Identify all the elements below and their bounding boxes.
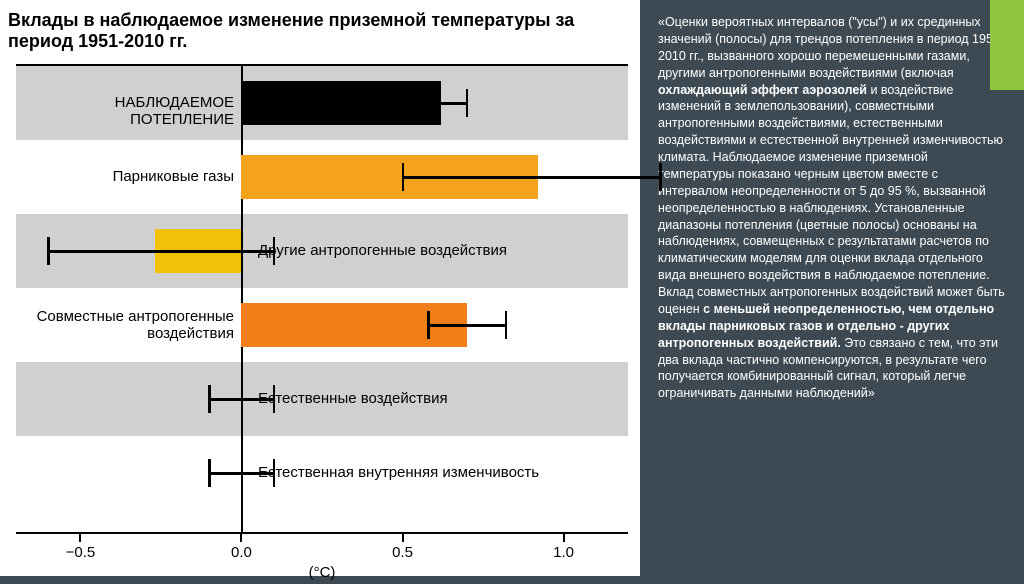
row-natural: Естественные воздействия: [16, 362, 628, 436]
whisker-cap-combined_anthro-1: [505, 311, 508, 339]
row-label-observed: НАБЛЮДАЕМОЕ ПОТЕПЛЕНИЕ: [16, 94, 234, 129]
row-label-natural: Естественные воздействия: [258, 390, 448, 407]
desc-span-2: антропогенными воздействиями (включая: [709, 66, 954, 80]
whisker-cap-internal-0: [208, 459, 211, 487]
x-tick: [402, 534, 404, 542]
whisker-other_anthro: [48, 250, 273, 253]
whisker-cap-ghg-1: [659, 163, 662, 191]
whisker-cap-observed-1: [466, 89, 469, 117]
x-tick: [240, 534, 242, 542]
plot-area: НАБЛЮДАЕМОЕ ПОТЕПЛЕНИЕ Парниковые газы Д…: [16, 64, 628, 534]
row-label-other: Другие антропогенные воздействия: [258, 242, 507, 259]
zero-line: [241, 66, 243, 532]
x-tick-label: 0.5: [392, 544, 413, 561]
row-internal: Естественная внутренняя изменчивость: [16, 436, 628, 510]
whisker-ghg: [403, 176, 661, 179]
row-other-anthro: Другие антропогенные воздействия: [16, 214, 628, 288]
whisker-cap-ghg-0: [402, 163, 405, 191]
whisker-cap-observed-0: [418, 89, 421, 117]
row-label-internal: Естественная внутренняя изменчивость: [258, 464, 539, 481]
whisker-combined_anthro: [428, 324, 505, 327]
description-text: «Оценки вероятных интервалов ("усы") и и…: [658, 14, 1006, 402]
x-tick-label: −0.5: [66, 544, 96, 561]
accent-block: [990, 0, 1024, 90]
whisker-observed: [419, 102, 467, 105]
row-combined-anthro: Совместные антропогенные воздействия: [16, 288, 628, 362]
x-tick: [79, 534, 81, 542]
row-label-ghg: Парниковые газы: [113, 168, 234, 185]
x-axis: −0.5 0.0 0.5 1.0 (°C): [16, 534, 628, 584]
text-panel: «Оценки вероятных интервалов ("усы") и и…: [640, 0, 1024, 576]
desc-bold-1: охлаждающий эффект аэрозолей: [658, 83, 867, 97]
chart-title: Вклады в наблюдаемое изменение приземной…: [8, 10, 632, 52]
whisker-cap-natural-0: [208, 385, 211, 413]
x-tick-label: 0.0: [231, 544, 252, 561]
x-unit-label: (°C): [309, 564, 336, 581]
whisker-cap-other_anthro-0: [47, 237, 50, 265]
row-label-combined: Совместные антропогенные воздействия: [37, 308, 234, 343]
bar-observed: [241, 81, 441, 125]
whisker-cap-combined_anthro-0: [427, 311, 430, 339]
x-tick: [563, 534, 565, 542]
desc-span-3: и воздействие изменений в землепользован…: [658, 83, 1005, 316]
chart-panel: Вклады в наблюдаемое изменение приземной…: [0, 0, 640, 576]
row-observed: НАБЛЮДАЕМОЕ ПОТЕПЛЕНИЕ: [16, 66, 628, 140]
x-tick-label: 1.0: [553, 544, 574, 561]
row-ghg: Парниковые газы: [16, 140, 628, 214]
